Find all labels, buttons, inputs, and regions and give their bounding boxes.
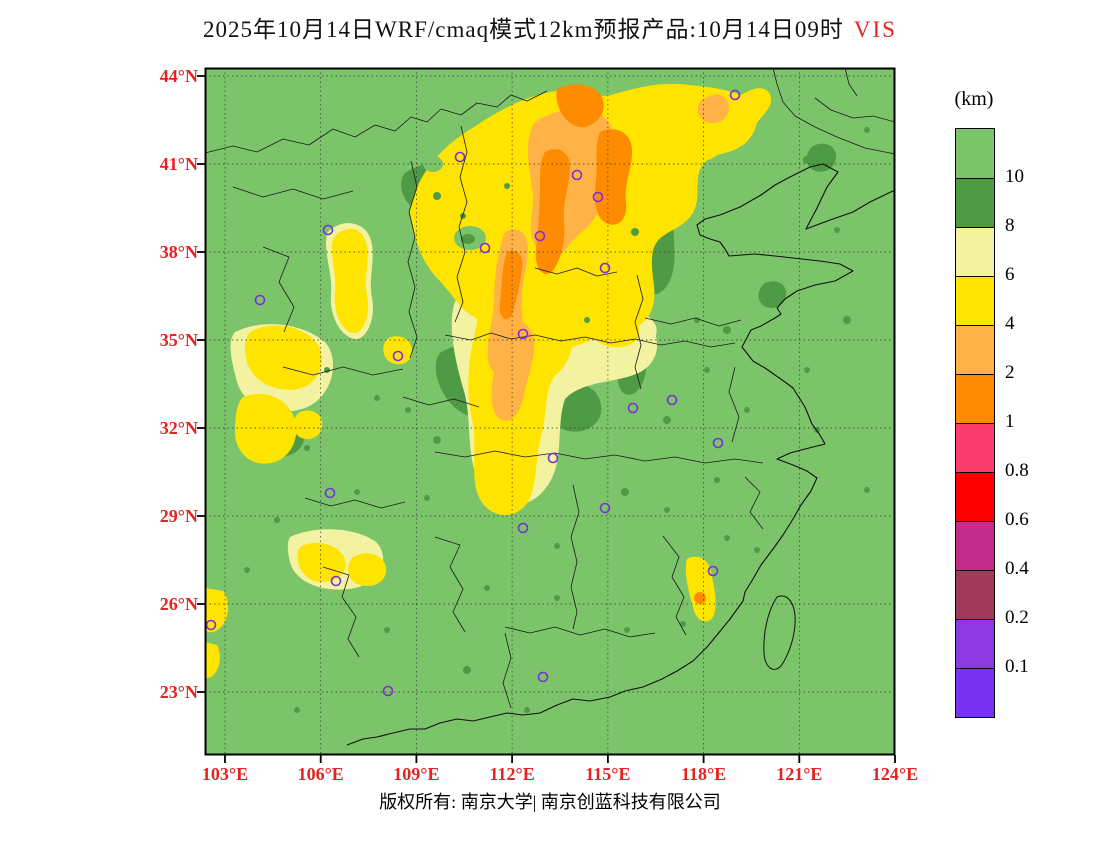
- city-marker: [537, 671, 549, 683]
- lon-label: 118°E: [680, 764, 727, 784]
- city-marker: [330, 575, 342, 587]
- title-main: 2025年10月14日WRF/cmaq模式12km预报产品:10月14日09时: [203, 17, 844, 42]
- copyright-text: 版权所有: 南京大学| 南京创蓝科技有限公司: [379, 792, 721, 812]
- city-marker: [666, 394, 678, 406]
- city-marker: [517, 328, 529, 340]
- city-marker: [729, 89, 741, 101]
- legend-tick-label: 0.4: [1005, 558, 1029, 579]
- legend-tick-label: 0.1: [1005, 656, 1029, 677]
- colorbar-cell: [956, 374, 994, 423]
- lon-label: 112°E: [489, 764, 535, 784]
- lon-label: 106°E: [297, 764, 344, 784]
- colorbar-cell: [956, 325, 994, 374]
- colorbar: [955, 128, 995, 718]
- city-marker: [324, 487, 336, 499]
- colorbar-legend: (km) 10 8 6 4 2 1 0.8 0.6 0.4 0.2 0.1: [935, 88, 1075, 748]
- colorbar-cell: [956, 178, 994, 227]
- colorbar-cell: [956, 668, 994, 717]
- city-marker: [571, 169, 583, 181]
- lat-label: 23°N: [159, 682, 198, 702]
- city-marker: [627, 402, 639, 414]
- lat-label: 29°N: [159, 506, 198, 526]
- legend-tick-label: 4: [1005, 313, 1015, 334]
- city-markers: [205, 89, 741, 697]
- city-marker: [712, 437, 724, 449]
- city-marker: [454, 151, 466, 163]
- legend-unit-label: (km): [954, 88, 994, 110]
- legend-tick-label: 2: [1005, 362, 1015, 383]
- colorbar-cell: [956, 472, 994, 521]
- city-marker: [599, 262, 611, 274]
- legend-tick-label: 10: [1005, 166, 1024, 187]
- city-marker: [479, 242, 491, 254]
- colorbar-cell: [956, 423, 994, 472]
- legend-tick-label: 0.2: [1005, 607, 1029, 628]
- page-title: 2025年10月14日WRF/cmaq模式12km预报产品:10月14日09时 V…: [0, 10, 1100, 44]
- colorbar-cell: [956, 521, 994, 570]
- lon-label: 115°E: [585, 764, 631, 784]
- forecast-map: [197, 67, 896, 763]
- city-marker: [534, 230, 546, 242]
- orange-regions: [499, 84, 706, 604]
- lat-label: 32°N: [159, 418, 198, 438]
- lat-label: 44°N: [159, 66, 198, 86]
- dark-green-speckles: [244, 127, 870, 713]
- lon-label: 124°E: [871, 764, 919, 784]
- gridlines: [205, 68, 895, 755]
- colorbar-cell: [956, 276, 994, 325]
- map-frame: [204, 67, 896, 756]
- colorbar-cell: [956, 619, 994, 668]
- coastline: [346, 163, 896, 746]
- lat-label: 35°N: [159, 330, 198, 350]
- lat-label: 26°N: [159, 594, 198, 614]
- city-marker: [547, 452, 559, 464]
- city-marker: [392, 350, 404, 362]
- colorbar-cell: [956, 570, 994, 619]
- province-borders: [204, 67, 896, 709]
- lat-label: 38°N: [159, 242, 198, 262]
- legend-tick-label: 8: [1005, 215, 1015, 236]
- legend-tick-label: 0.6: [1005, 509, 1029, 530]
- city-marker: [517, 522, 529, 534]
- colorbar-cell: [956, 129, 994, 178]
- taiwan-island: [763, 595, 796, 670]
- city-marker: [322, 224, 334, 236]
- colorbar-cell: [956, 227, 994, 276]
- city-marker: [707, 565, 719, 577]
- lon-label: 121°E: [776, 764, 823, 784]
- city-marker: [599, 502, 611, 514]
- legend-tick-label: 0.8: [1005, 460, 1029, 481]
- city-marker: [254, 294, 266, 306]
- city-marker: [382, 685, 394, 697]
- lon-label: 103°E: [201, 764, 249, 784]
- lon-label: 109°E: [393, 764, 440, 784]
- lat-label: 41°N: [159, 154, 198, 174]
- title-variable: VIS: [853, 17, 897, 42]
- city-marker: [592, 191, 604, 203]
- legend-tick-label: 6: [1005, 264, 1015, 285]
- axis-ticks: [197, 75, 896, 763]
- legend-tick-label: 1: [1005, 411, 1015, 432]
